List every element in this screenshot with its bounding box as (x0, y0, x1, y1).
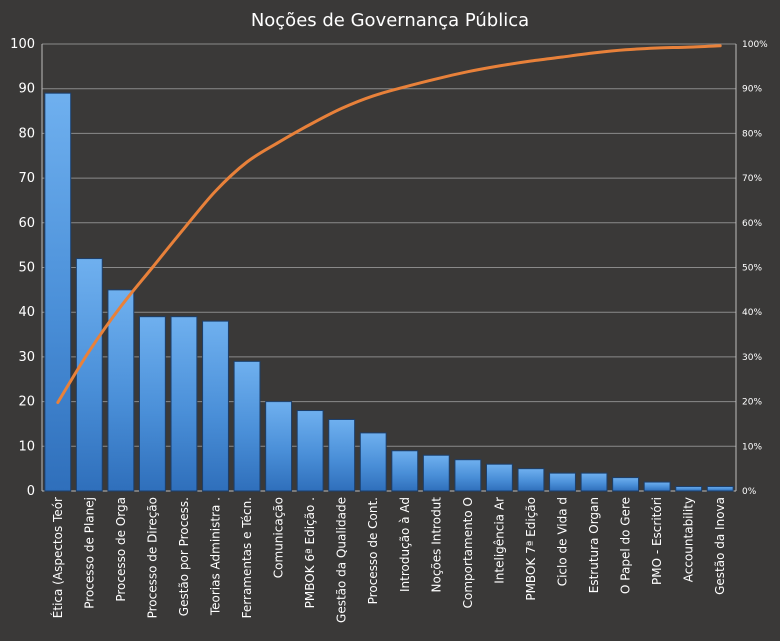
category-label: Processo de Planej (82, 497, 96, 609)
chart-title: Noções de Governança Pública (251, 10, 529, 31)
category-label: PMBOK 7ª Edição (524, 497, 538, 601)
bar (485, 463, 513, 492)
left-tick-label: 80 (18, 126, 35, 141)
bar (643, 481, 671, 492)
category-labels: Ética (Aspectos Teór Processo de Planej Pr… (50, 497, 727, 623)
category-label: Estrutura Organ (587, 497, 601, 593)
left-tick-label: 100 (10, 37, 35, 52)
bar (675, 486, 703, 492)
right-tick-label: 20% (742, 398, 762, 408)
bar (612, 477, 640, 492)
bar (549, 472, 576, 492)
category-label: Accountability (682, 497, 696, 582)
bar (454, 459, 482, 492)
left-tick-label: 0 (27, 484, 35, 499)
category-label: Gestão da Qualidade (335, 497, 349, 623)
left-tick-label: 70 (18, 171, 35, 186)
category-label: O Papel do Gere (619, 497, 633, 594)
bar (706, 486, 734, 492)
bar (233, 360, 261, 492)
left-tick-label: 10 (18, 439, 35, 454)
category-label: Noções Introdut (429, 497, 443, 593)
category-label: Teorias Administra . (209, 497, 223, 616)
bar (359, 432, 387, 492)
category-label: Processo de Orga (114, 497, 128, 602)
category-label: Comunicação (272, 497, 286, 578)
bar (202, 320, 229, 492)
cumulative-percent-line (56, 44, 722, 404)
bar (265, 401, 293, 492)
left-tick-label: 30 (18, 350, 35, 365)
right-tick-label: 90% (742, 85, 762, 95)
left-tick-label: 60 (18, 216, 35, 231)
category-label: Processo de Cont. (366, 497, 380, 604)
category-label: Ética (Aspectos Teór (50, 497, 65, 618)
right-tick-label: 70% (742, 174, 762, 184)
left-tick-label: 90 (18, 82, 35, 97)
left-tick-label: 40 (18, 305, 35, 320)
bar (75, 258, 103, 492)
bar (138, 316, 166, 492)
right-tick-label: 10% (742, 442, 762, 452)
category-label: Processo de Direção (145, 497, 159, 618)
right-tick-label: 60% (742, 219, 762, 229)
right-tick-label: 40% (742, 308, 762, 318)
left-tick-label: 20 (18, 395, 35, 410)
bar (517, 468, 545, 492)
category-label: Comportamento O (461, 497, 475, 608)
category-label: PMO - Escritóri (650, 497, 664, 585)
right-tick-label: 30% (742, 353, 762, 363)
bar (170, 316, 198, 492)
cumulative-line (56, 44, 722, 404)
category-label: Inteligência Ar (492, 497, 506, 584)
bar (328, 418, 356, 492)
bar (296, 410, 324, 492)
bar (422, 454, 450, 492)
left-axis-ticks: 0 10 20 30 40 50 60 70 80 90 100 (10, 37, 35, 499)
bar (391, 450, 419, 492)
right-axis-ticks: 0% 10% 20% 30% 40% 50% 60% 70% 80% 90% 100% (742, 40, 768, 497)
category-label: Gestão por Process. (177, 497, 191, 616)
bar (44, 92, 72, 492)
bars (44, 92, 734, 492)
bar (580, 472, 608, 492)
category-label: PMBOK 6ª Edição . (303, 497, 317, 608)
right-tick-label: 0% (742, 487, 757, 497)
category-label: Ciclo de Vida d (556, 497, 570, 586)
category-label: Ferramentas e Técn. (240, 497, 254, 618)
category-label: Introdução à Ad (398, 497, 412, 592)
right-tick-label: 50% (742, 264, 762, 274)
category-label: Gestão da Inova (713, 497, 727, 595)
right-tick-label: 100% (742, 40, 768, 50)
right-tick-label: 80% (742, 129, 762, 139)
bar (107, 289, 135, 492)
left-tick-label: 50 (18, 261, 35, 276)
